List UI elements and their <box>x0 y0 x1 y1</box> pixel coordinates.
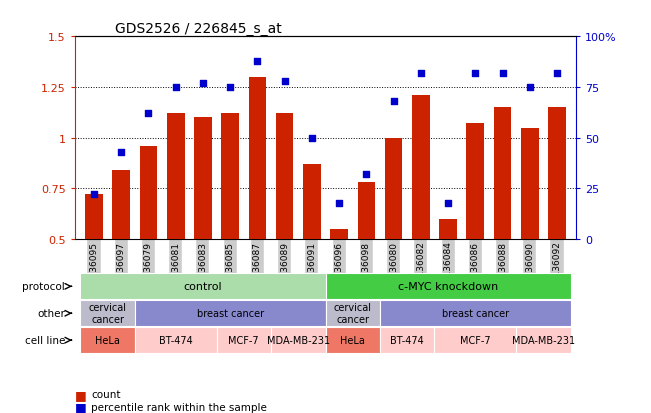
Text: cervical
cancer: cervical cancer <box>334 303 372 324</box>
Point <box>415 70 426 77</box>
Bar <box>434 328 516 353</box>
Bar <box>194 118 212 341</box>
Bar <box>80 328 135 353</box>
Bar <box>380 301 571 326</box>
Point <box>171 84 181 91</box>
Bar <box>249 78 266 341</box>
Text: other: other <box>37 309 65 318</box>
Text: HeLa: HeLa <box>95 335 120 345</box>
Bar <box>303 165 321 341</box>
Bar <box>276 114 294 341</box>
Point <box>279 78 290 85</box>
Bar <box>217 328 271 353</box>
Bar <box>493 108 512 341</box>
Point <box>470 70 480 77</box>
Point <box>389 99 399 105</box>
Bar <box>516 328 571 353</box>
Point <box>116 149 126 156</box>
Bar <box>221 114 239 341</box>
Bar <box>548 108 566 341</box>
Bar <box>326 301 380 326</box>
Point <box>497 70 508 77</box>
Point <box>252 58 262 65</box>
Point <box>443 200 453 206</box>
Bar <box>385 138 402 341</box>
Point <box>307 135 317 142</box>
Bar <box>85 195 103 341</box>
Bar <box>139 147 158 341</box>
Bar <box>80 301 135 326</box>
Bar <box>467 124 484 341</box>
Point <box>143 111 154 117</box>
Text: HeLa: HeLa <box>340 335 365 345</box>
Text: MCF-7: MCF-7 <box>460 335 491 345</box>
Bar <box>135 301 326 326</box>
Text: cervical
cancer: cervical cancer <box>89 303 126 324</box>
Point <box>334 200 344 206</box>
Text: count: count <box>91 389 120 399</box>
Text: breast cancer: breast cancer <box>442 309 509 318</box>
Bar <box>135 328 217 353</box>
Bar <box>521 128 538 341</box>
Point <box>552 70 562 77</box>
Bar <box>330 230 348 341</box>
Bar <box>439 219 457 341</box>
Text: GDS2526 / 226845_s_at: GDS2526 / 226845_s_at <box>115 22 282 36</box>
Text: control: control <box>184 282 222 292</box>
Text: protocol: protocol <box>22 282 65 292</box>
Point <box>225 84 236 91</box>
Point <box>89 192 99 198</box>
Point <box>361 171 372 178</box>
Bar <box>113 171 130 341</box>
Text: ■: ■ <box>75 400 87 413</box>
Bar <box>357 183 375 341</box>
Text: MCF-7: MCF-7 <box>229 335 259 345</box>
Bar <box>412 96 430 341</box>
Bar <box>271 328 326 353</box>
Bar <box>326 328 380 353</box>
Text: c-MYC knockdown: c-MYC knockdown <box>398 282 498 292</box>
Text: breast cancer: breast cancer <box>197 309 264 318</box>
Text: percentile rank within the sample: percentile rank within the sample <box>91 402 267 412</box>
Point <box>198 81 208 87</box>
Text: BT-474: BT-474 <box>159 335 193 345</box>
Bar <box>80 274 326 299</box>
Point <box>525 84 535 91</box>
Text: MDA-MB-231: MDA-MB-231 <box>512 335 575 345</box>
Bar <box>326 274 571 299</box>
Text: cell line: cell line <box>25 335 65 345</box>
Text: BT-474: BT-474 <box>391 335 424 345</box>
Text: ■: ■ <box>75 388 87 401</box>
Text: MDA-MB-231: MDA-MB-231 <box>267 335 330 345</box>
Bar <box>380 328 434 353</box>
Bar <box>167 114 184 341</box>
